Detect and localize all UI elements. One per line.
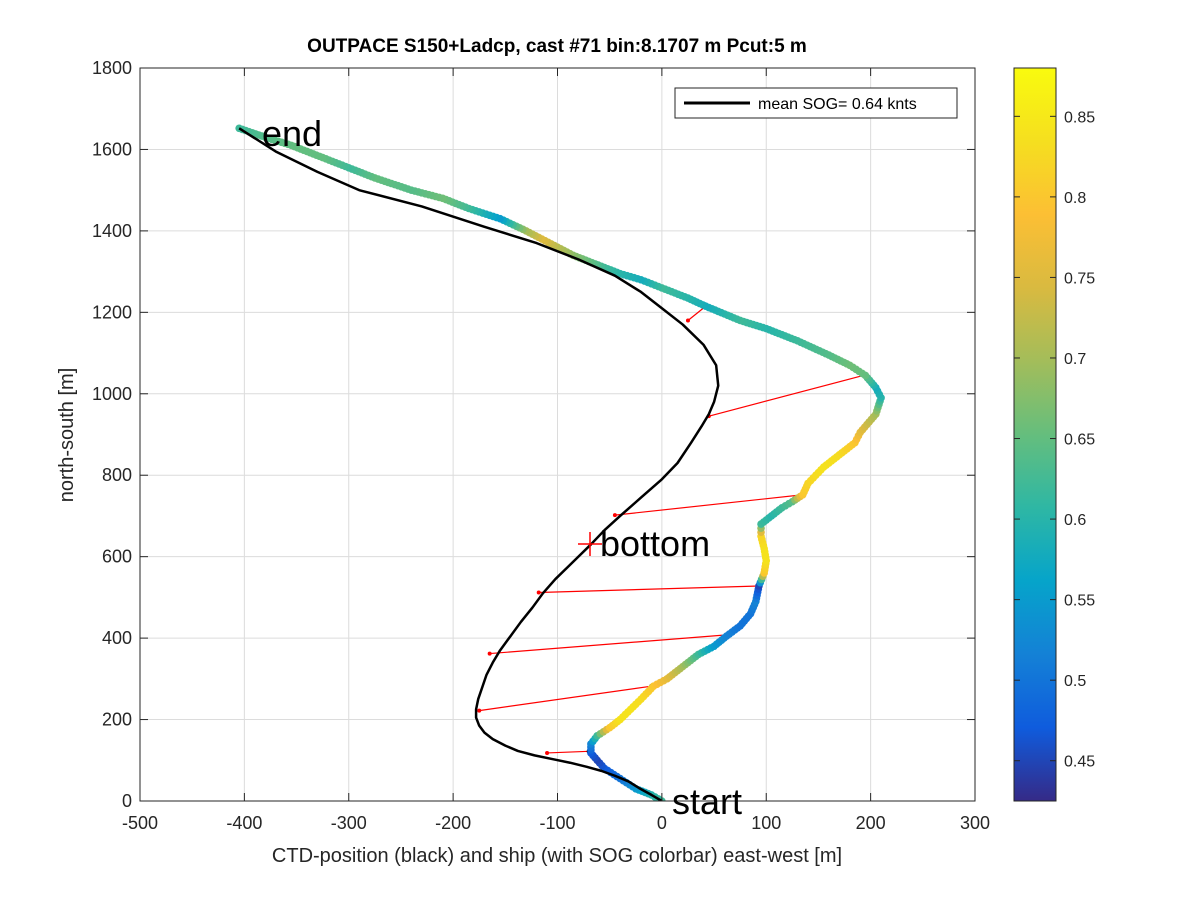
y-tick-label: 1800	[92, 58, 132, 78]
x-tick-label: -300	[331, 813, 367, 833]
colorbar-tick-label: 0.7	[1064, 351, 1086, 368]
x-tick-label: -500	[122, 813, 158, 833]
connector-line	[708, 374, 864, 417]
ship-track	[235, 124, 885, 801]
y-tick-label: 1000	[92, 384, 132, 404]
ctd-line	[238, 127, 720, 801]
x-tick-label: 200	[856, 813, 886, 833]
colorbar-tick-label: 0.45	[1064, 754, 1095, 771]
annotations: end bottom start	[262, 113, 742, 822]
x-axis-ticks: -500 -400 -300 -200 -100 0 100 200 300	[122, 68, 990, 833]
x-tick-label: -200	[435, 813, 471, 833]
annotation-start: start	[672, 781, 742, 822]
x-tick-label: 100	[751, 813, 781, 833]
colorbar-tick-label: 0.55	[1064, 593, 1095, 610]
x-tick-label: 300	[960, 813, 990, 833]
legend: mean SOG= 0.64 knts	[674, 87, 958, 119]
y-axis-label: north-south [m]	[56, 368, 78, 503]
x-tick-label: -400	[226, 813, 262, 833]
x-axis-label: CTD-position (black) and ship (with SOG …	[272, 845, 842, 867]
y-tick-label: 400	[102, 628, 132, 648]
bottom-marker	[578, 532, 602, 556]
grid-lines	[140, 68, 975, 801]
connector-line	[614, 494, 803, 516]
colorbar-tick-label: 0.6	[1064, 512, 1086, 529]
connector-line	[489, 634, 727, 655]
x-tick-label: 0	[657, 813, 667, 833]
ctd-marker	[536, 590, 541, 595]
y-tick-label: 0	[122, 791, 132, 811]
y-axis-ticks: 0 200 400 600 800 1000 1200 1400 1600 1800	[92, 58, 975, 811]
colorbar-strip	[1013, 67, 1057, 802]
legend-entry: mean SOG= 0.64 knts	[758, 96, 917, 113]
colorbar: 0.45 0.5 0.55 0.6 0.65 0.7 0.75 0.8 0.85	[1013, 67, 1095, 802]
y-tick-label: 1400	[92, 221, 132, 241]
colorbar-tick-label: 0.85	[1064, 109, 1095, 126]
y-tick-label: 600	[102, 547, 132, 567]
ctd-marker	[612, 513, 617, 518]
colorbar-tick-label: 0.65	[1064, 432, 1095, 449]
ctd-marker	[685, 318, 690, 323]
connector-line	[479, 685, 652, 712]
y-tick-label: 800	[102, 465, 132, 485]
y-tick-label: 1200	[92, 302, 132, 322]
ctd-marker	[545, 750, 550, 755]
annotation-bottom: bottom	[600, 523, 710, 564]
y-tick-label: 1600	[92, 139, 132, 159]
x-tick-label: -100	[539, 813, 575, 833]
chart-title: OUTPACE S150+Ladcp, cast #71 bin:8.1707 …	[307, 36, 807, 57]
colorbar-ticks: 0.45 0.5 0.55 0.6 0.65 0.7 0.75 0.8 0.85	[1014, 109, 1095, 771]
ctd-marker	[487, 651, 492, 656]
annotation-end: end	[262, 113, 322, 154]
ctd-track	[238, 127, 720, 801]
connector-line	[547, 750, 589, 754]
ctd-marker	[477, 708, 482, 713]
colorbar-tick-label: 0.5	[1064, 673, 1086, 690]
colorbar-tick-label: 0.8	[1064, 190, 1086, 207]
y-tick-label: 200	[102, 710, 132, 730]
colorbar-tick-label: 0.75	[1064, 270, 1095, 287]
connector-line	[538, 585, 759, 594]
